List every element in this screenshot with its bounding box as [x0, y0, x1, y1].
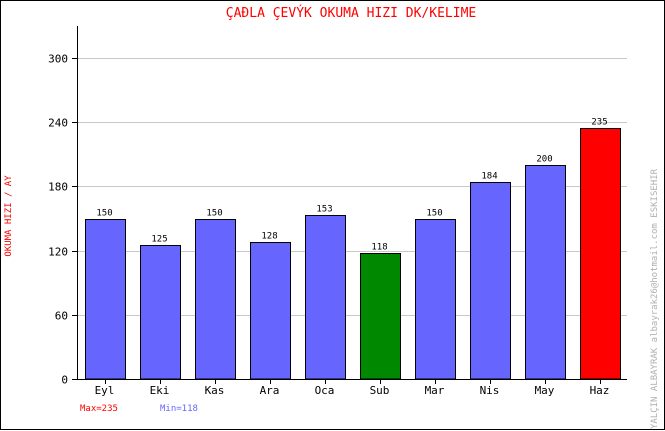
x-tick-label: Eki [150, 384, 170, 397]
x-tick-label: Nis [480, 384, 500, 397]
bar [195, 219, 236, 380]
x-tick-label: Ara [260, 384, 280, 397]
bar [415, 219, 456, 380]
bar [525, 165, 566, 380]
min-value-note: Min=118 [160, 404, 198, 414]
axes: 0 60 120 180 240 300 Eyl Eki Kas Ara Oca Sub Mar Nis M… [48, 26, 627, 397]
x-tick-label: May [535, 384, 555, 397]
y-tick-label: 300 [48, 53, 68, 66]
bar-value-label: 200 [536, 155, 552, 165]
y-tick-label: 0 [61, 374, 68, 387]
bar-value-label: 150 [96, 209, 112, 219]
bar-value-label: 184 [481, 172, 497, 182]
bar-value-label: 235 [591, 118, 607, 128]
bar [250, 242, 291, 380]
bar-value-label: 128 [261, 232, 277, 242]
bar-value-label: 153 [316, 205, 332, 215]
bar [580, 128, 621, 380]
watermark-text: YALÇIN ALBAYRAK albayrak26@hotmail.com E… [650, 168, 660, 429]
bar [140, 245, 181, 380]
bar-value-label: 150 [206, 209, 222, 219]
y-tick-label: 180 [48, 181, 68, 194]
x-tick-label: Haz [590, 384, 610, 397]
x-tick-label: Oca [315, 384, 335, 397]
x-tick-label: Sub [370, 384, 390, 397]
y-tick-label: 120 [48, 246, 68, 259]
x-tick-label: Kas [205, 384, 225, 397]
bar-value-label: 150 [426, 209, 442, 219]
chart-title: ÇAÐLA ÇEVÝK OKUMA HIZI DK/KELIME [226, 5, 476, 21]
x-tick-label: Mar [425, 384, 445, 397]
bar [470, 182, 511, 380]
y-tick-label: 240 [48, 117, 68, 130]
bar [360, 253, 401, 380]
bar [305, 215, 346, 380]
x-tick-label: Eyl [95, 384, 115, 397]
bar [85, 219, 126, 380]
y-axis-label: OKUMA HIZI / AY [4, 175, 14, 257]
bar-value-label: 118 [371, 243, 387, 253]
bar-value-label: 125 [151, 235, 167, 245]
bars-group: 150 125 150 128 153 118 150 184 200 235 [85, 118, 621, 380]
max-value-note: Max=235 [80, 404, 118, 414]
y-tick-label: 60 [55, 310, 68, 323]
